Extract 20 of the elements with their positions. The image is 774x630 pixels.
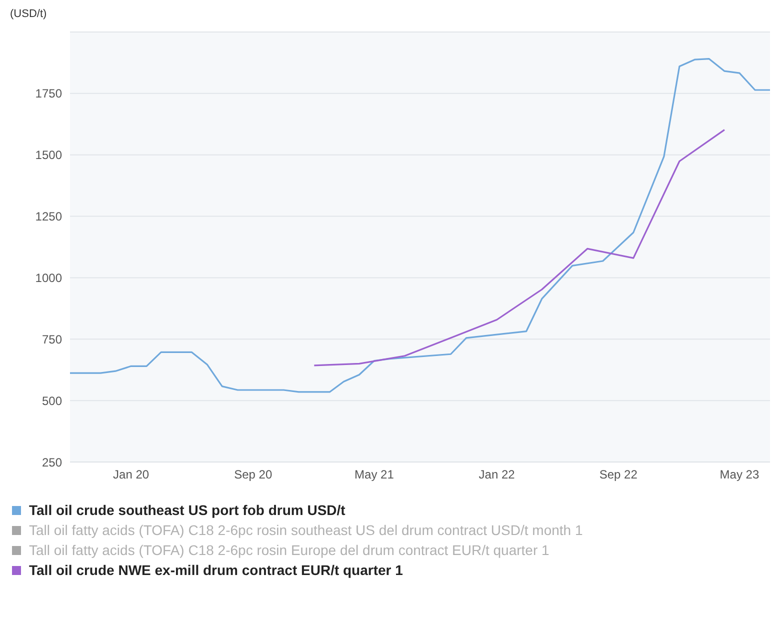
x-tick-label: May 23 bbox=[720, 468, 760, 482]
y-tick-label: 1500 bbox=[35, 148, 62, 162]
legend-label: Tall oil crude NWE ex-mill drum contract EUR/t quarter 1 bbox=[29, 562, 403, 578]
x-tick-label: Jan 22 bbox=[478, 468, 516, 482]
y-tick-label: 1250 bbox=[35, 210, 62, 224]
line-series bbox=[70, 58, 770, 393]
x-tick-label: May 21 bbox=[354, 468, 394, 482]
x-tick-label: Sep 20 bbox=[234, 468, 272, 482]
legend-label: Tall oil fatty acids (TOFA) C18 2-6pc rosin southeast US del drum contract USD/t month 1 bbox=[29, 522, 583, 538]
x-tick-label: Sep 22 bbox=[599, 468, 638, 482]
y-tick-label: 500 bbox=[42, 394, 62, 408]
y-tick-label: 250 bbox=[42, 455, 62, 470]
y-tick-label: 750 bbox=[42, 332, 62, 346]
y-axis-title: (USD/t) bbox=[9, 8, 48, 22]
legend-label: Tall oil fatty acids (TOFA) C18 2-6pc rosin Europe del drum contract EUR/t quarter 1 bbox=[29, 542, 550, 558]
x-tick-label: Jan 20 bbox=[113, 468, 150, 482]
y-tick-label: 1750 bbox=[35, 86, 62, 101]
y-tick-label: 1000 bbox=[35, 270, 62, 285]
line-series bbox=[313, 128, 726, 366]
legend-label: Tall oil crude southeast US port fob drum USD/t bbox=[29, 502, 346, 518]
